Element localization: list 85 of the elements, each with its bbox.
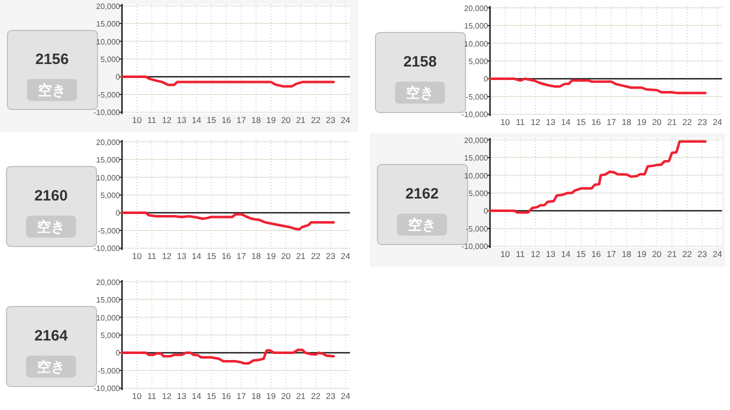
x-tick-label: 18 bbox=[251, 391, 262, 401]
x-tick-label: 16 bbox=[222, 391, 232, 401]
x-tick-label: 19 bbox=[266, 251, 276, 261]
x-tick-label: 22 bbox=[310, 391, 321, 401]
x-tick-label: 21 bbox=[296, 251, 306, 261]
x-tick-label: 11 bbox=[147, 391, 156, 401]
x-tick-label: 11 bbox=[147, 115, 156, 125]
x-tick-label: 14 bbox=[192, 115, 202, 125]
x-tick-label: 10 bbox=[132, 115, 142, 125]
x-tick-label: 10 bbox=[132, 391, 142, 401]
x-tick-label: 17 bbox=[236, 251, 246, 261]
text: 2156 bbox=[35, 50, 69, 68]
text: 2158 bbox=[403, 53, 437, 70]
x-tick-label: 22 bbox=[682, 249, 692, 259]
x-tick-label: 17 bbox=[236, 391, 246, 401]
x-tick-label: 23 bbox=[698, 117, 708, 127]
text: 2164 bbox=[34, 327, 68, 344]
line-series bbox=[488, 77, 707, 94]
x-tick-label: 23 bbox=[326, 251, 336, 261]
x-tick-label: 12 bbox=[162, 251, 172, 261]
x-tick-label: 13 bbox=[546, 249, 556, 259]
x-tick-label: 13 bbox=[546, 117, 556, 127]
text: 2162 bbox=[405, 185, 439, 202]
x-tick-label: 15 bbox=[576, 117, 586, 127]
x-tick-label: 20 bbox=[281, 115, 291, 125]
x-tick-label: 20 bbox=[281, 391, 291, 401]
x-tick-label: 10 bbox=[132, 251, 142, 261]
x-tick-label: 20 bbox=[281, 251, 291, 261]
x-tick-label: 14 bbox=[561, 117, 571, 127]
x-tick-label: 16 bbox=[222, 251, 232, 261]
x-tick-label: 24 bbox=[712, 117, 722, 127]
x-tick-label: 20 bbox=[652, 117, 662, 127]
x-tick-label: 13 bbox=[176, 251, 187, 261]
x-tick-label: 18 bbox=[622, 249, 632, 259]
x-tick-label: 18 bbox=[251, 251, 262, 261]
x-tick-label: 22 bbox=[310, 251, 321, 261]
x-tick-label: 12 bbox=[530, 117, 540, 127]
x-tick-label: 19 bbox=[266, 391, 276, 401]
x-tick-label: 15 bbox=[206, 115, 216, 125]
x-tick-label: 24 bbox=[340, 115, 351, 125]
x-tick-label: 17 bbox=[606, 117, 616, 127]
x-tick-label: 23 bbox=[698, 249, 708, 259]
x-tick-label: 11 bbox=[516, 117, 526, 127]
line-series bbox=[120, 348, 335, 365]
x-tick-label: 21 bbox=[667, 117, 677, 127]
x-tick-label: 12 bbox=[162, 391, 172, 401]
x-tick-label: 16 bbox=[591, 249, 602, 259]
x-tick-label: 15 bbox=[206, 391, 216, 401]
x-tick-label: 16 bbox=[591, 117, 602, 127]
x-tick-label: 11 bbox=[147, 251, 156, 261]
x-tick-label: 12 bbox=[530, 249, 540, 259]
x-tick-label: 24 bbox=[340, 391, 351, 401]
x-tick-label: 24 bbox=[712, 249, 722, 259]
x-tick-label: 20 bbox=[652, 249, 662, 259]
x-tick-label: 10 bbox=[500, 117, 510, 127]
x-tick-label: 10 bbox=[500, 249, 510, 259]
x-tick-label: 24 bbox=[340, 251, 351, 261]
x-tick-label: 16 bbox=[222, 115, 232, 125]
x-tick-label: 15 bbox=[576, 249, 586, 259]
x-tick-label: 11 bbox=[516, 249, 526, 259]
line-series bbox=[120, 75, 335, 88]
x-tick-label: 18 bbox=[251, 115, 262, 125]
line-series bbox=[120, 211, 335, 231]
x-tick-label: 22 bbox=[310, 115, 321, 125]
x-tick-label: 21 bbox=[296, 391, 306, 401]
x-tick-label: 23 bbox=[326, 115, 336, 125]
x-tick-label: 19 bbox=[266, 115, 276, 125]
x-tick-label: 19 bbox=[636, 117, 647, 127]
x-tick-label: 21 bbox=[667, 249, 677, 259]
x-tick-label: 14 bbox=[561, 249, 571, 259]
x-tick-label: 13 bbox=[176, 391, 187, 401]
x-tick-label: 22 bbox=[682, 117, 692, 127]
x-tick-label: 14 bbox=[192, 391, 202, 401]
x-tick-label: 12 bbox=[162, 115, 172, 125]
x-tick-label: 18 bbox=[622, 117, 632, 127]
x-tick-label: 17 bbox=[606, 249, 616, 259]
x-tick-label: 15 bbox=[206, 251, 216, 261]
x-tick-label: 13 bbox=[176, 115, 187, 125]
text: 2160 bbox=[34, 187, 68, 204]
x-tick-label: 21 bbox=[296, 115, 306, 125]
x-tick-label: 23 bbox=[326, 391, 336, 401]
x-tick-label: 17 bbox=[236, 115, 246, 125]
x-tick-label: 14 bbox=[192, 251, 202, 261]
line-series bbox=[488, 140, 707, 214]
x-tick-label: 19 bbox=[636, 249, 647, 259]
